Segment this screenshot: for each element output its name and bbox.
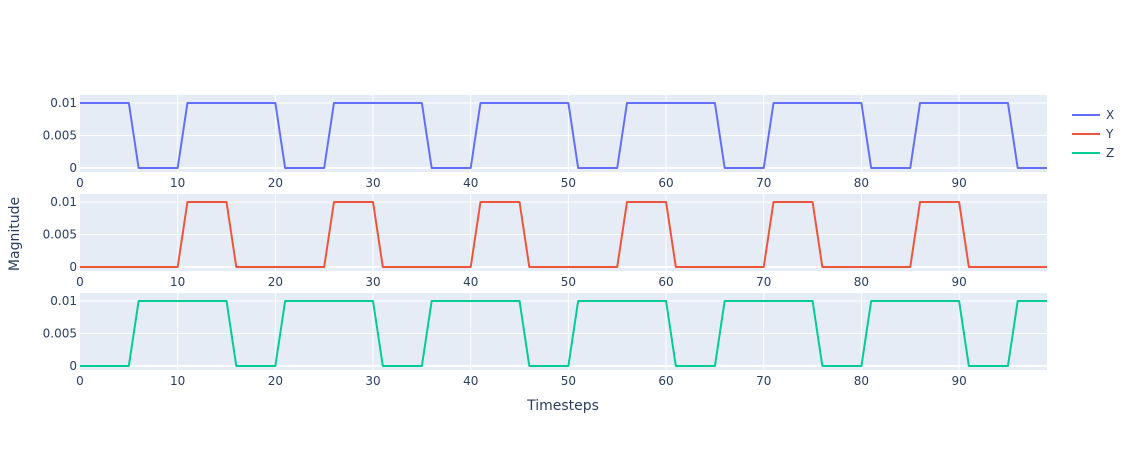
x-tick-label: 40 bbox=[463, 176, 478, 190]
x-tick-label: 20 bbox=[268, 176, 283, 190]
plot-background bbox=[80, 95, 1047, 172]
x-tick-label: 0 bbox=[76, 275, 84, 289]
x-tick-label: 20 bbox=[268, 374, 283, 388]
y-tick-label: 0 bbox=[69, 260, 77, 274]
x-tick-label: 30 bbox=[365, 176, 380, 190]
series-line-x[interactable] bbox=[80, 102, 1047, 169]
y-tick-label: 0 bbox=[69, 359, 77, 373]
y-tick-label: 0.01 bbox=[50, 294, 77, 308]
y-tick-label: 0.005 bbox=[43, 228, 77, 242]
legend-item-z[interactable]: Z bbox=[1072, 146, 1114, 160]
legend-label: Z bbox=[1106, 146, 1114, 160]
plot-background bbox=[80, 194, 1047, 271]
x-tick-label: 70 bbox=[756, 176, 771, 190]
x-tick-label: 70 bbox=[756, 275, 771, 289]
x-tick-label: 20 bbox=[268, 275, 283, 289]
x-tick-label: 90 bbox=[951, 176, 966, 190]
x-tick-label: 10 bbox=[170, 176, 185, 190]
x-tick-label: 50 bbox=[561, 176, 576, 190]
x-tick-label: 30 bbox=[365, 275, 380, 289]
legend-item-x[interactable]: X bbox=[1072, 108, 1114, 122]
x-tick-label: 60 bbox=[658, 176, 673, 190]
x-tick-label: 0 bbox=[76, 374, 84, 388]
x-tick-label: 60 bbox=[658, 374, 673, 388]
x-tick-label: 10 bbox=[170, 275, 185, 289]
x-axis-title: Timesteps bbox=[526, 398, 599, 414]
legend-item-y[interactable]: Y bbox=[1072, 127, 1114, 141]
plot-background bbox=[80, 293, 1047, 370]
y-tick-label: 0.01 bbox=[50, 195, 77, 209]
x-tick-label: 50 bbox=[561, 275, 576, 289]
x-tick-label: 0 bbox=[76, 176, 84, 190]
x-tick-label: 30 bbox=[365, 374, 380, 388]
y-axis-title: Magnitude bbox=[7, 197, 23, 271]
x-tick-label: 10 bbox=[170, 374, 185, 388]
y-tick-label: 0 bbox=[69, 161, 77, 175]
series-line-y[interactable] bbox=[80, 201, 1047, 268]
subplot-z: 0 10 20 30 40 50 60 70 80 90 0 0.005 0.01 bbox=[43, 293, 1047, 388]
x-tick-label: 90 bbox=[951, 374, 966, 388]
x-tick-label: 80 bbox=[854, 275, 869, 289]
y-tick-label: 0.005 bbox=[43, 129, 77, 143]
x-tick-label: 40 bbox=[463, 374, 478, 388]
x-tick-label: 80 bbox=[854, 374, 869, 388]
subplot-y: 0 10 20 30 40 50 60 70 80 90 0 0.005 0.01 bbox=[43, 194, 1047, 289]
legend[interactable]: XYZ bbox=[1072, 108, 1114, 160]
x-tick-label: 90 bbox=[951, 275, 966, 289]
x-tick-label: 80 bbox=[854, 176, 869, 190]
plot-area: 0 10 20 30 40 50 60 70 80 90 0 0.005 0.01 0 10 20 30 40 50… bbox=[43, 95, 1047, 388]
legend-label: Y bbox=[1105, 127, 1114, 141]
x-tick-label: 50 bbox=[561, 374, 576, 388]
subplot-x: 0 10 20 30 40 50 60 70 80 90 0 0.005 0.01 bbox=[43, 95, 1047, 190]
x-tick-label: 40 bbox=[463, 275, 478, 289]
y-tick-label: 0.01 bbox=[50, 96, 77, 110]
legend-label: X bbox=[1106, 108, 1114, 122]
x-tick-label: 70 bbox=[756, 374, 771, 388]
series-line-z[interactable] bbox=[80, 300, 1047, 367]
y-tick-label: 0.005 bbox=[43, 327, 77, 341]
x-tick-label: 60 bbox=[658, 275, 673, 289]
